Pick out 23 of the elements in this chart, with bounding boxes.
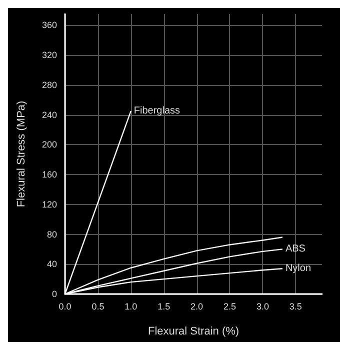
x-tick-label: 0.5 [92,302,104,312]
x-tick-label: 3.5 [289,302,302,312]
y-tick-label: 200 [42,140,57,150]
x-tick-label: 3.0 [256,302,269,312]
x-tick-label: 1.0 [124,302,138,312]
y-tick-label: 360 [42,20,57,30]
series-label: ABS [285,244,306,255]
y-tick-label: 240 [42,110,57,120]
y-tick-label: 120 [42,199,57,210]
y-tick-label: 320 [42,50,57,60]
x-tick-label: 2.0 [190,302,204,312]
x-tick-label: 2.5 [223,302,236,312]
x-tick-label: 1.5 [158,302,170,312]
series-label: Nylon [285,263,312,274]
x-tick-label: 0.0 [58,302,72,312]
y-axis-title: Flexural Stress (MPa) [16,100,28,208]
y-tick-label: 160 [42,170,57,180]
y-tick-label: 280 [42,80,57,90]
x-axis-title: Flexural Strain (%) [148,326,240,338]
y-tick-label: 40 [46,259,57,270]
y-tick-label: 80 [46,229,57,240]
y-tick-label: 0 [52,289,57,299]
series-label: Fiberglass [134,106,180,117]
